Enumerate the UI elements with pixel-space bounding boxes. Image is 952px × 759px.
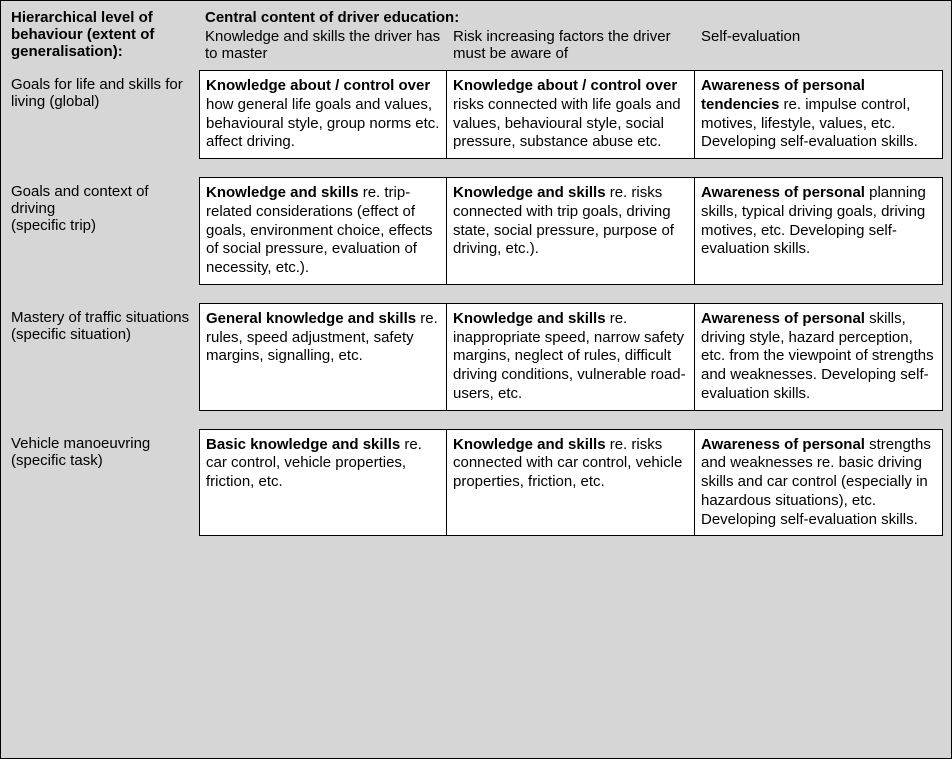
col3-header: Self-evaluation: [695, 28, 943, 70]
content-title-text: Central content of driver education:: [205, 9, 459, 26]
row-header-title: Hierarchical level of behaviour (extent …: [9, 9, 199, 68]
cell-risk: Knowledge about / control over risks con…: [447, 70, 695, 159]
row-gap: [1, 285, 951, 303]
row-label: Vehicle manoeuvring (specific task): [9, 429, 199, 537]
cell-bold: Knowledge about / control over: [206, 77, 430, 94]
table-row: Goals and context of driving (specific t…: [1, 177, 951, 285]
row-gap: [1, 411, 951, 429]
cell-knowledge: General knowledge and skills re. rules, …: [199, 303, 447, 411]
cell-bold: Knowledge about / control over: [453, 77, 677, 94]
cell-bold: General knowledge and skills: [206, 310, 416, 327]
cell-bold: Knowledge and skills: [453, 436, 606, 453]
col1-header: Knowledge and skills the driver has to m…: [199, 28, 447, 70]
row-label: Goals for life and skills for living (gl…: [9, 70, 199, 159]
col2-header: Risk increasing factors the driver must …: [447, 28, 695, 70]
cell-self-eval: Awareness of personal tendencies re. imp…: [695, 70, 943, 159]
cell-rest: risks connected with life goals and valu…: [453, 96, 681, 151]
cell-knowledge: Knowledge and skills re. trip-related co…: [199, 177, 447, 285]
table-row: Mastery of traffic situations (specific …: [1, 303, 951, 411]
cell-self-eval: Awareness of personal planning skills, t…: [695, 177, 943, 285]
cell-rest: how general life goals and values, behav…: [206, 96, 439, 151]
gde-matrix-table: Hierarchical level of behaviour (extent …: [0, 0, 952, 759]
header-row: Hierarchical level of behaviour (extent …: [1, 1, 951, 70]
cell-self-eval: Awareness of personal strengths and weak…: [695, 429, 943, 537]
cell-knowledge: Basic knowledge and skills re. car contr…: [199, 429, 447, 537]
content-header: Central content of driver education: Kno…: [199, 9, 943, 70]
table-row: Goals for life and skills for living (gl…: [1, 70, 951, 159]
cell-bold: Awareness of personal: [701, 436, 865, 453]
table-row: Vehicle manoeuvring (specific task) Basi…: [1, 429, 951, 537]
cell-self-eval: Awareness of personal skills, driving st…: [695, 303, 943, 411]
cell-bold: Awareness of personal: [701, 310, 865, 327]
content-title: Central content of driver education:: [199, 9, 943, 28]
row-gap: [1, 536, 951, 546]
cell-bold: Knowledge and skills: [453, 184, 606, 201]
cell-bold: Knowledge and skills: [206, 184, 359, 201]
row-gap: [1, 159, 951, 177]
cell-risk: Knowledge and skills re. inappropriate s…: [447, 303, 695, 411]
cell-bold: Basic knowledge and skills: [206, 436, 400, 453]
cell-risk: Knowledge and skills re. risks connected…: [447, 177, 695, 285]
row-label: Mastery of traffic situations (specific …: [9, 303, 199, 411]
cell-knowledge: Knowledge about / control over how gener…: [199, 70, 447, 159]
column-headers: Knowledge and skills the driver has to m…: [199, 28, 943, 70]
cell-risk: Knowledge and skills re. risks connected…: [447, 429, 695, 537]
row-header-title-text: Hierarchical level of behaviour (extent …: [11, 9, 154, 60]
cell-bold: Awareness of personal: [701, 184, 865, 201]
row-label: Goals and context of driving (specific t…: [9, 177, 199, 285]
cell-bold: Knowledge and skills: [453, 310, 606, 327]
